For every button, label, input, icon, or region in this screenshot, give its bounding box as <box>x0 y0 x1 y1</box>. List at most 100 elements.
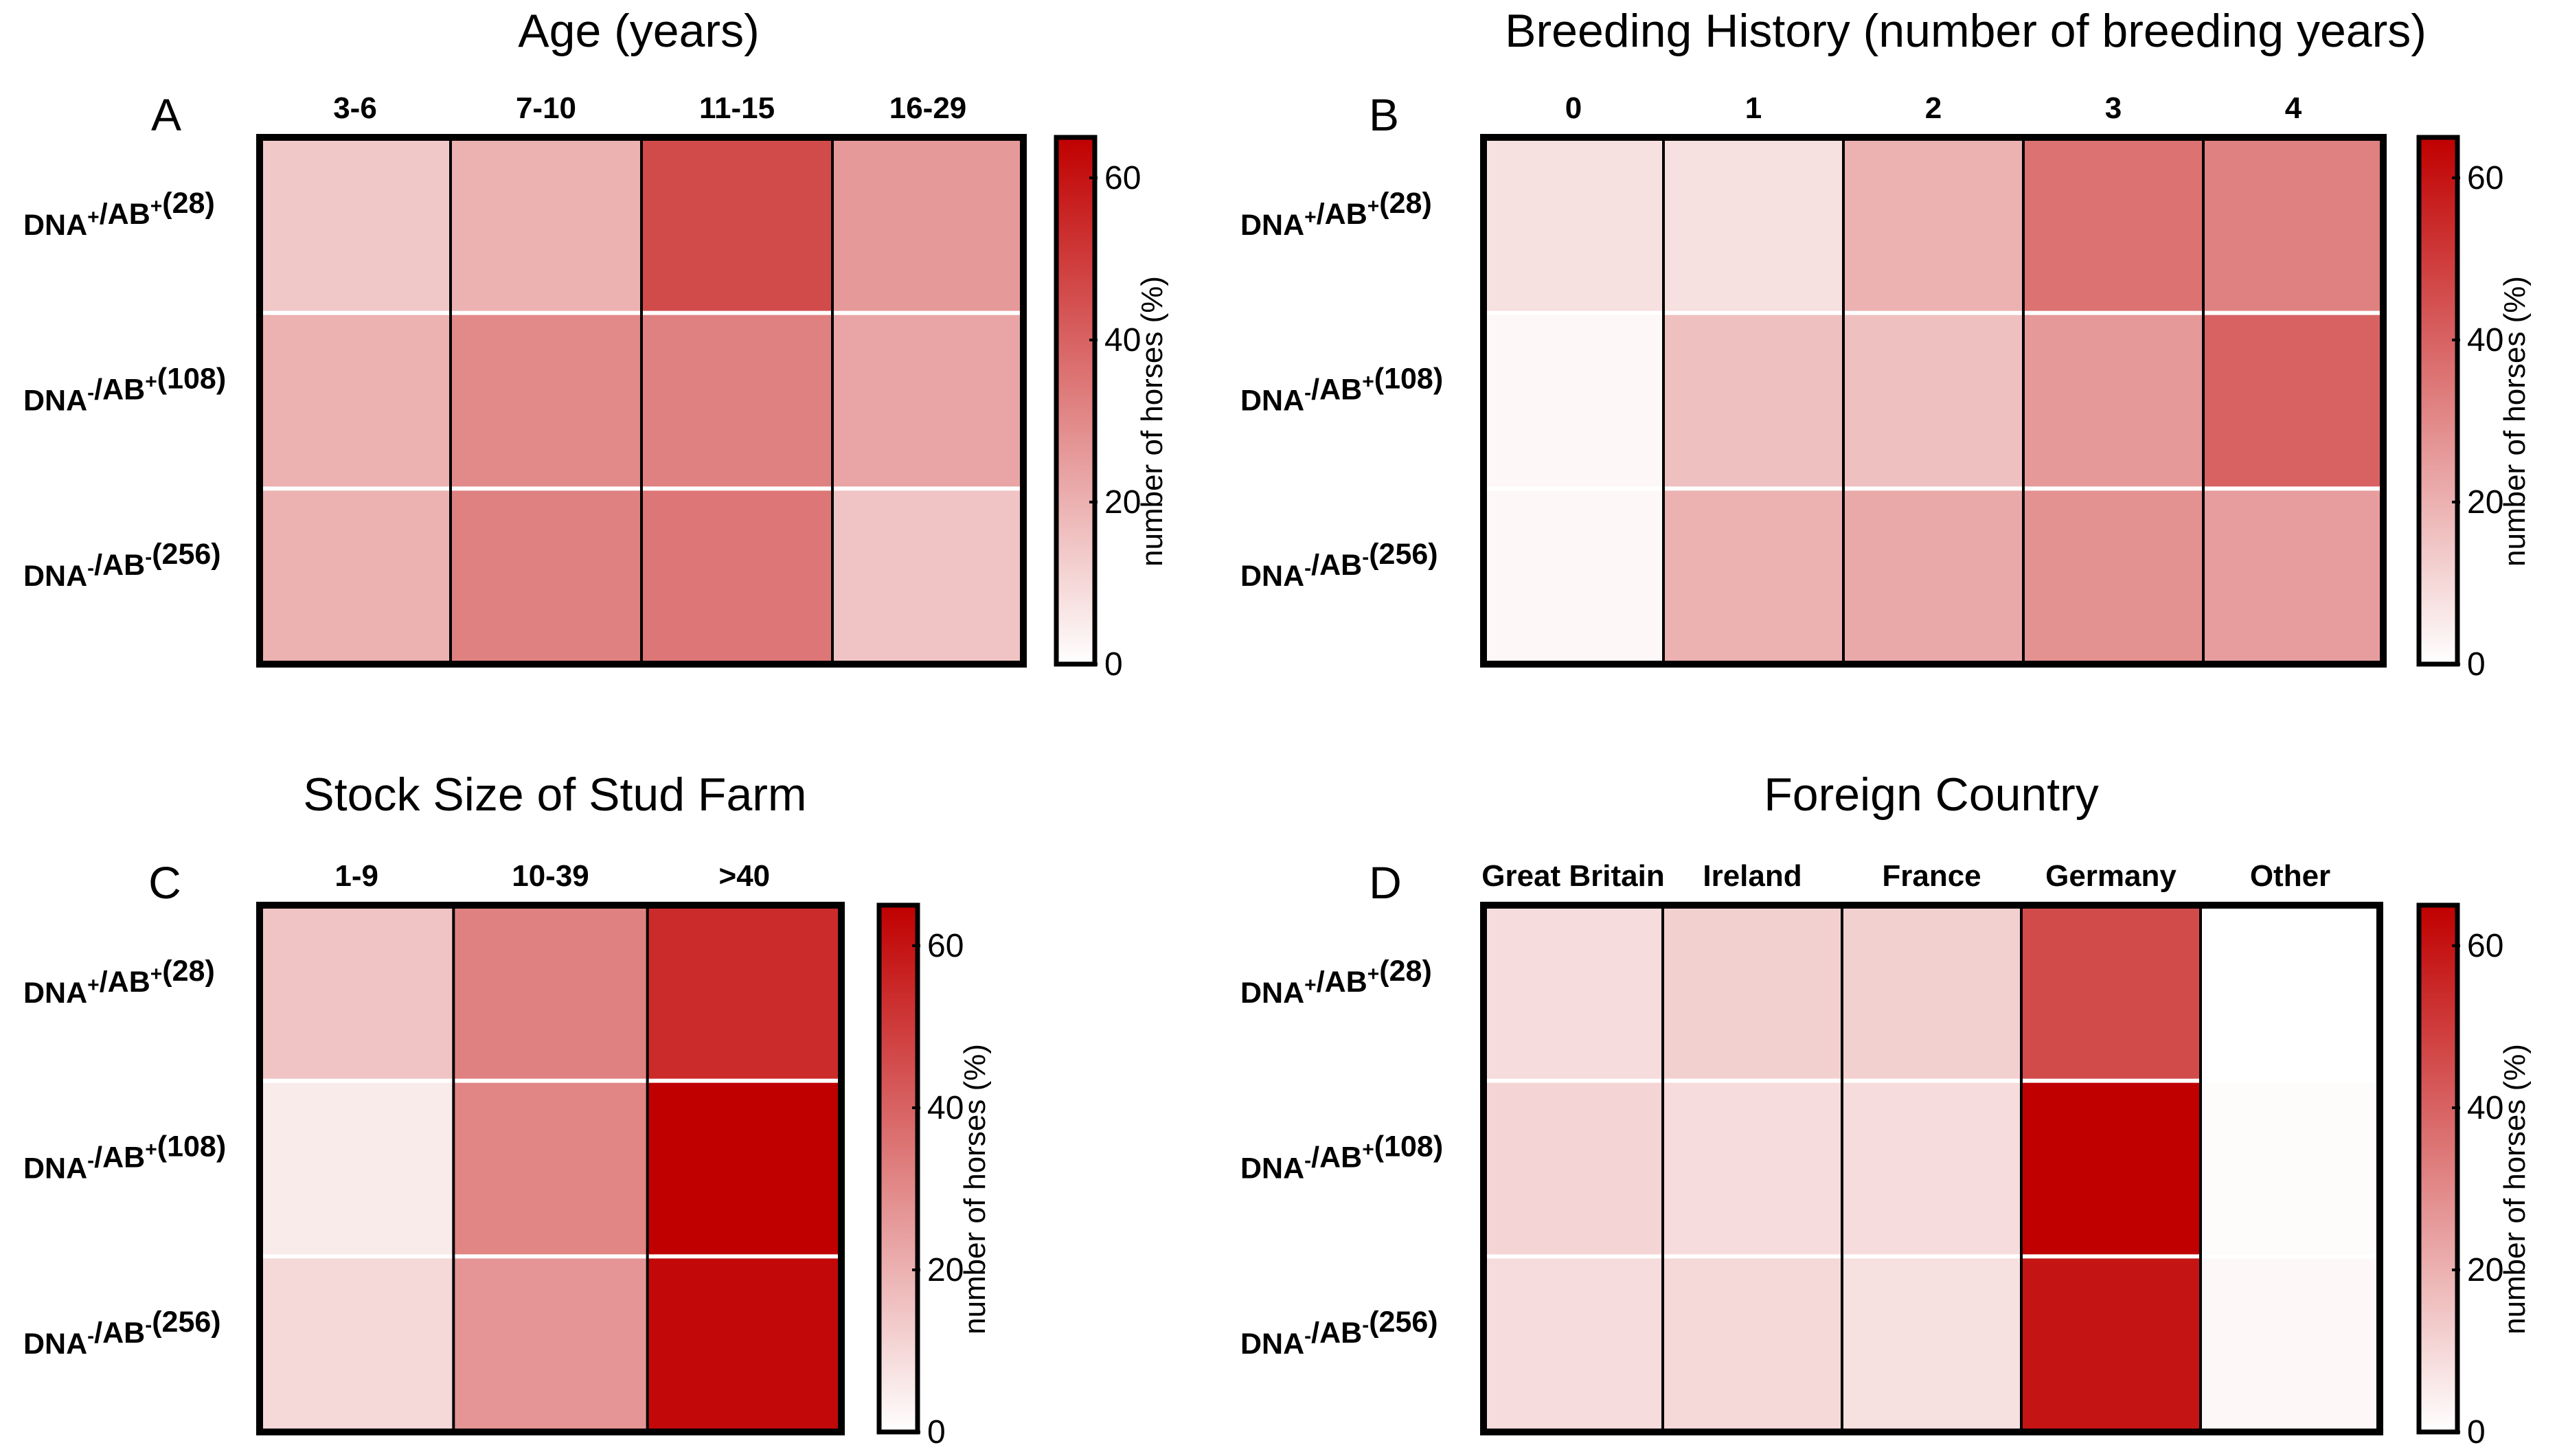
heatmap-cell <box>2201 905 2380 1082</box>
panel-title: Stock Size of Stud Farm <box>303 769 806 821</box>
heatmap-cell <box>641 137 833 314</box>
heatmap-cell <box>832 137 1024 314</box>
panel-title: Age (years) <box>518 5 759 57</box>
colorbar-tick-label: 0 <box>1104 646 1123 683</box>
heatmap-cell <box>260 1080 454 1257</box>
row-label: DNA-/AB+(108) <box>1240 1130 1443 1185</box>
heatmap-cell <box>451 488 642 665</box>
heatmap-cell <box>1663 488 1844 665</box>
colorbar-gradient <box>1054 135 1098 667</box>
row-label: DNA+/AB+(28) <box>1240 187 1432 242</box>
colorbar: 0 20 40 60 number of horses (%) <box>2416 135 2532 683</box>
heatmap-cell <box>2023 137 2204 314</box>
heatmap-cell <box>832 312 1024 489</box>
heatmap-cell <box>641 488 833 665</box>
colorbar-title: number of horses (%) <box>2498 276 2532 567</box>
heatmap-cell <box>1484 312 1664 489</box>
panel-letter: B <box>1369 89 1399 140</box>
panel-letter: C <box>148 857 181 908</box>
row-label: DNA-/AB-(256) <box>23 1306 221 1361</box>
panel-c: Stock Size of Stud Farm C 1-9 10-39 >40 DNA+/… <box>23 769 992 1451</box>
row-label: DNA+/AB+(28) <box>1240 955 1432 1010</box>
heatmap-cell <box>2203 137 2384 314</box>
column-label: 1 <box>1745 91 1762 125</box>
heatmap-cell <box>832 488 1024 665</box>
heatmap-cell <box>2021 1256 2201 1433</box>
colorbar: 0 20 40 60 number of horses (%) <box>2416 902 2532 1451</box>
colorbar-tick-label: 60 <box>1104 160 1141 196</box>
colorbar-tick-label: 20 <box>2467 484 2503 521</box>
column-label: >40 <box>719 859 771 893</box>
heatmap-cell <box>2023 312 2204 489</box>
heatmap-cell <box>260 1256 454 1433</box>
colorbar-tick-label: 20 <box>2467 1252 2503 1288</box>
heatmap-cell <box>453 905 648 1082</box>
column-label: 3-6 <box>333 91 377 125</box>
panel-title: Foreign Country <box>1764 769 2099 821</box>
colorbar-tick-label: 40 <box>927 1090 964 1126</box>
colorbar-title: number of horses (%) <box>1135 276 1169 567</box>
heatmap-cell <box>260 137 451 314</box>
heatmap-cell <box>1842 1080 2022 1257</box>
row-label: DNA-/AB+(108) <box>23 1130 226 1185</box>
colorbar-tick-label: 0 <box>927 1414 946 1451</box>
colorbar-gradient <box>2416 135 2460 667</box>
colorbar-tick-label: 0 <box>2467 646 2486 683</box>
panel-title: Breeding History (number of breeding yea… <box>1505 5 2427 57</box>
row-label: DNA-/AB-(256) <box>1240 1306 1438 1361</box>
column-label: Ireland <box>1703 859 1802 893</box>
colorbar-title: number of horses (%) <box>2498 1044 2532 1334</box>
heatmap-cell <box>1663 312 1844 489</box>
heatmap-cell <box>647 905 842 1082</box>
heatmap-cell <box>2203 488 2384 665</box>
heatmap-cell <box>2021 1080 2201 1257</box>
colorbar: 0 20 40 60 number of horses (%) <box>1054 135 1169 683</box>
heatmap-cell <box>451 137 642 314</box>
colorbar-tick-label: 60 <box>2467 928 2503 964</box>
column-label: Germany <box>2045 859 2177 893</box>
heatmap-cell <box>2023 488 2204 665</box>
colorbar-gradient <box>876 902 920 1435</box>
heatmap-cell <box>260 905 454 1082</box>
colorbar-tick-label: 40 <box>2467 322 2503 359</box>
column-label: 1-9 <box>334 859 378 893</box>
heatmap-cell <box>453 1256 648 1433</box>
panel-a: Age (years) A 3-6 7-10 11-15 16-29 DNA+/AB+(28… <box>23 5 1169 683</box>
heatmap-cell <box>647 1080 842 1257</box>
colorbar-tick-label: 20 <box>1104 484 1141 521</box>
column-label: 16-29 <box>889 91 967 125</box>
colorbar-tick-label: 60 <box>927 928 964 964</box>
row-label: DNA-/AB-(256) <box>1240 538 1438 593</box>
panel-letter: A <box>151 89 181 140</box>
heatmap-cell <box>647 1256 842 1433</box>
heatmap-cell <box>451 312 642 489</box>
heatmap-cell <box>1843 137 2024 314</box>
heatmap-cell <box>1484 1080 1663 1257</box>
column-label: 10-39 <box>512 859 589 893</box>
panel-letter: D <box>1369 857 1402 908</box>
colorbar-tick-label: 60 <box>2467 160 2503 196</box>
heatmap-cell <box>1663 905 1843 1082</box>
colorbar-gradient <box>2416 902 2460 1435</box>
panel-d: Foreign Country D Great Britain Ireland Fran… <box>1240 769 2532 1451</box>
colorbar-title: number of horses (%) <box>958 1044 992 1334</box>
heatmap-cell <box>641 312 833 489</box>
heatmap-cell <box>1663 1080 1843 1257</box>
colorbar-tick-label: 20 <box>927 1252 964 1288</box>
heatmap-cell <box>1484 488 1664 665</box>
heatmap-cell <box>1842 905 2022 1082</box>
column-label: 11-15 <box>699 91 775 125</box>
heatmap-cell <box>2201 1080 2380 1257</box>
row-label: DNA-/AB-(256) <box>23 538 221 593</box>
heatmap-cell <box>1484 1256 1663 1433</box>
column-label: 0 <box>1565 91 1582 125</box>
column-label: 2 <box>1925 91 1942 125</box>
heatmap-cell <box>453 1080 648 1257</box>
heatmap-cell <box>2201 1256 2380 1433</box>
heatmap-cell <box>1663 137 1844 314</box>
panel-b: Breeding History (number of breeding yea… <box>1240 5 2532 683</box>
colorbar-tick-label: 40 <box>2467 1090 2503 1126</box>
column-label: Other <box>2250 859 2330 893</box>
heatmap-frame <box>256 134 1027 668</box>
